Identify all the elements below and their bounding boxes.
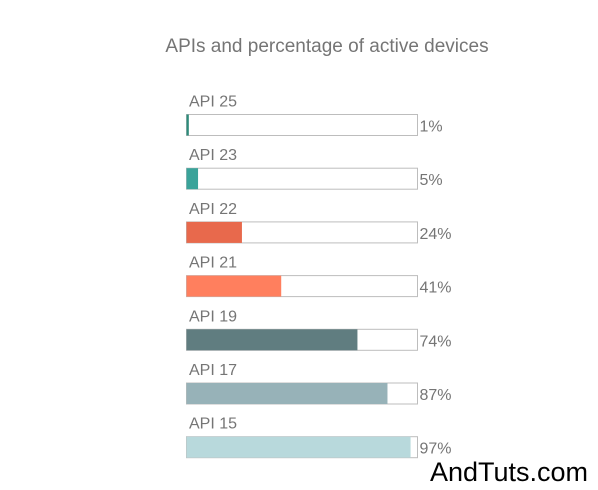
- bar-track: [186, 167, 418, 190]
- value-label: 1%: [420, 119, 443, 136]
- bar: [186, 436, 411, 458]
- chart-title: APIs and percentage of active devices: [165, 36, 488, 57]
- value-label: 41%: [420, 280, 452, 297]
- value-label: 24%: [420, 226, 452, 243]
- category-label: API 23: [189, 147, 237, 164]
- value-label: 5%: [420, 172, 443, 189]
- bar: [186, 275, 282, 297]
- category-label: API 17: [189, 362, 237, 379]
- bar: [186, 383, 388, 404]
- category-label: API 15: [189, 416, 237, 433]
- bar-track: [186, 114, 418, 136]
- bar: [186, 114, 189, 136]
- value-label: 74%: [420, 333, 452, 350]
- bars-group: API 25 1% API 23 5% API 22 24% API 21 41% API 19…: [186, 94, 452, 459]
- category-label: API 22: [189, 201, 237, 218]
- bar: [186, 168, 199, 190]
- bar: [186, 329, 358, 351]
- value-label: 97%: [420, 441, 452, 458]
- watermark: AndTuts.com: [429, 457, 588, 487]
- bar: [186, 221, 242, 243]
- value-label: 87%: [420, 387, 452, 404]
- category-label: API 25: [189, 94, 237, 111]
- category-label: API 21: [189, 255, 237, 272]
- category-label: API 19: [189, 308, 237, 325]
